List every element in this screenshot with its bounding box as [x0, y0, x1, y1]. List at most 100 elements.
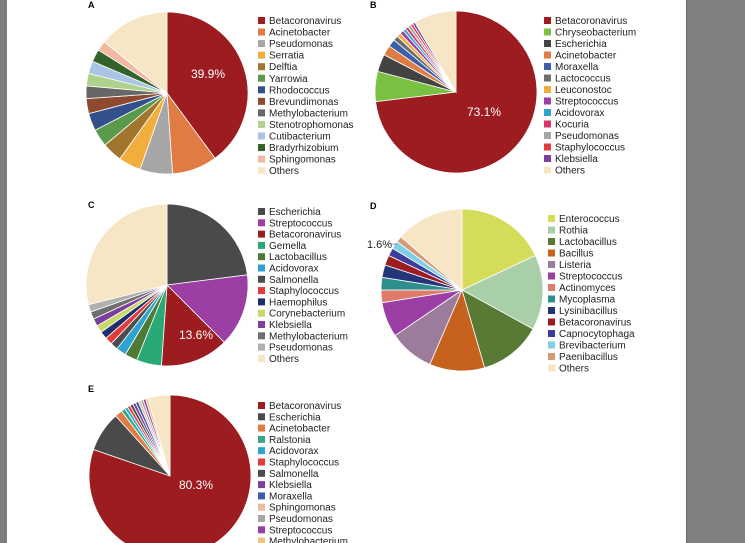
- legend-label: Paenibacillus: [559, 352, 618, 363]
- legend-label: Listeria: [559, 260, 592, 271]
- pie-slice-others: [400, 208, 463, 291]
- legend-label: Staphylococcus: [555, 143, 625, 154]
- legend-swatch: [258, 241, 265, 249]
- legend-swatch: [258, 287, 265, 295]
- legend-swatch: [258, 97, 265, 105]
- legend-label: Moraxella: [269, 491, 313, 502]
- legend-label: Salmonella: [269, 469, 319, 480]
- pie-panel-c: C 13.6% EscherichiaStreptococcusBetacorona…: [85, 200, 348, 367]
- legend-swatch: [258, 74, 265, 82]
- pie-panel-d: D 1.6% EnterococcusRothiaLactobacillusBaci…: [367, 201, 635, 375]
- legend-swatch: [258, 402, 265, 409]
- legend-swatch: [258, 17, 265, 24]
- legend-label: Betacoronavirus: [559, 318, 631, 329]
- pie-slice-others: [103, 11, 168, 94]
- legend-label: Lactococcus: [555, 74, 611, 85]
- legend-swatch: [258, 413, 265, 421]
- legend-swatch: [258, 109, 265, 117]
- legend-swatch: [544, 132, 551, 139]
- legend-label: Others: [559, 364, 589, 375]
- legend-label: Others: [269, 166, 299, 177]
- legend-swatch: [258, 469, 265, 477]
- legend-label: Betacoronavirus: [269, 230, 341, 241]
- legend-swatch: [548, 249, 555, 257]
- legend-swatch: [548, 341, 555, 349]
- legend-label: Betacoronavirus: [555, 16, 627, 27]
- legend-label: Actinomyces: [559, 283, 616, 294]
- legend-label: Yarrowia: [269, 74, 308, 85]
- legend: EnterococcusRothiaLactobacillusBacillusL…: [548, 214, 635, 375]
- panel-letter: D: [370, 201, 377, 211]
- legend-label: Rothia: [559, 226, 588, 237]
- legend-swatch: [544, 17, 551, 24]
- panel-letter: A: [88, 0, 95, 10]
- legend-swatch: [258, 144, 265, 152]
- slice-percent-label: 39.9%: [191, 67, 225, 81]
- legend-swatch: [258, 332, 265, 340]
- legend-swatch: [544, 109, 551, 116]
- legend: EscherichiaStreptococcusBetacoronavirusG…: [258, 207, 348, 365]
- legend-swatch: [258, 28, 265, 36]
- legend-label: Mycoplasma: [559, 295, 616, 306]
- legend-swatch: [544, 74, 551, 82]
- slice-percent-label: 73.1%: [467, 105, 501, 119]
- legend-swatch: [548, 353, 555, 360]
- slice-percent-label: 1.6%: [367, 239, 392, 251]
- pie-panel-e: E 80.3% BetacoronavirusEscherichiaAcinetob…: [88, 384, 348, 543]
- label-leader-line: [391, 243, 398, 246]
- legend-swatch: [258, 298, 265, 306]
- legend-label: Serratia: [269, 51, 304, 62]
- legend-label: Methylobacterium: [269, 108, 348, 119]
- legend-label: Salmonella: [269, 275, 319, 286]
- legend-label: Klebsiella: [269, 320, 312, 331]
- pie-panel-b: B 73.1% BetacoronavirusChryseobacteriumEsc…: [370, 0, 636, 177]
- legend-label: Escherichia: [555, 39, 607, 50]
- legend-label: Haemophilus: [269, 297, 327, 308]
- legend-label: Leuconostoc: [555, 85, 612, 96]
- legend: BetacoronavirusAcinetobacterPseudomonasS…: [258, 16, 354, 177]
- panel-letter: B: [370, 0, 377, 10]
- legend-swatch: [544, 51, 551, 59]
- legend-swatch: [258, 120, 265, 128]
- legend: BetacoronavirusChryseobacteriumEscherich…: [544, 16, 636, 177]
- legend-label: Betacoronavirus: [269, 16, 341, 27]
- legend-swatch: [544, 86, 551, 93]
- legend-label: Klebsiella: [555, 154, 598, 165]
- legend-swatch: [258, 503, 265, 511]
- legend: BetacoronavirusEscherichiaAcinetobacterR…: [258, 401, 348, 543]
- legend-label: Streptococcus: [269, 218, 332, 229]
- legend-swatch: [548, 284, 555, 291]
- legend-label: Acidovorax: [269, 446, 318, 457]
- pie-chart-figure: A 39.9% BetacoronavirusAcinetobacterPseudo…: [85, 0, 636, 543]
- legend-label: Methylobacterium: [269, 537, 348, 543]
- legend-label: Methylobacterium: [269, 331, 348, 342]
- panel-letter: C: [88, 200, 95, 210]
- legend-label: Stenotrophomonas: [269, 120, 354, 131]
- pie-slice-lactobacillus: [461, 289, 534, 369]
- legend-swatch: [258, 132, 265, 140]
- legend-label: Pseudomonas: [269, 514, 333, 525]
- legend-swatch: [258, 167, 265, 175]
- legend-label: Lactobacillus: [559, 237, 617, 248]
- legend-swatch: [258, 343, 265, 351]
- legend-label: Staphylococcus: [269, 458, 339, 469]
- legend-swatch: [258, 275, 265, 283]
- pie-panel-a: A 39.9% BetacoronavirusAcinetobacterPseudo…: [85, 0, 354, 177]
- legend-swatch: [258, 424, 265, 432]
- legend-swatch: [258, 481, 265, 489]
- legend-label: Cutibacterium: [269, 132, 331, 143]
- legend-label: Rhodococcus: [269, 85, 330, 96]
- legend-label: Kocuria: [555, 120, 589, 131]
- legend-label: Sphingomonas: [269, 503, 336, 514]
- legend-swatch: [544, 40, 551, 47]
- legend-swatch: [548, 272, 555, 280]
- legend-label: Lactobacillus: [269, 252, 327, 263]
- legend-label: Ralstonia: [269, 435, 311, 446]
- legend-swatch: [258, 253, 265, 261]
- legend-swatch: [548, 318, 555, 326]
- legend-label: Chryseobacterium: [555, 28, 636, 39]
- pie-slice-betacoronavirus: [160, 284, 225, 367]
- slice-percent-label: 13.6%: [179, 328, 213, 342]
- legend-label: Acidovorax: [269, 264, 318, 275]
- pie-slice-others: [85, 203, 168, 306]
